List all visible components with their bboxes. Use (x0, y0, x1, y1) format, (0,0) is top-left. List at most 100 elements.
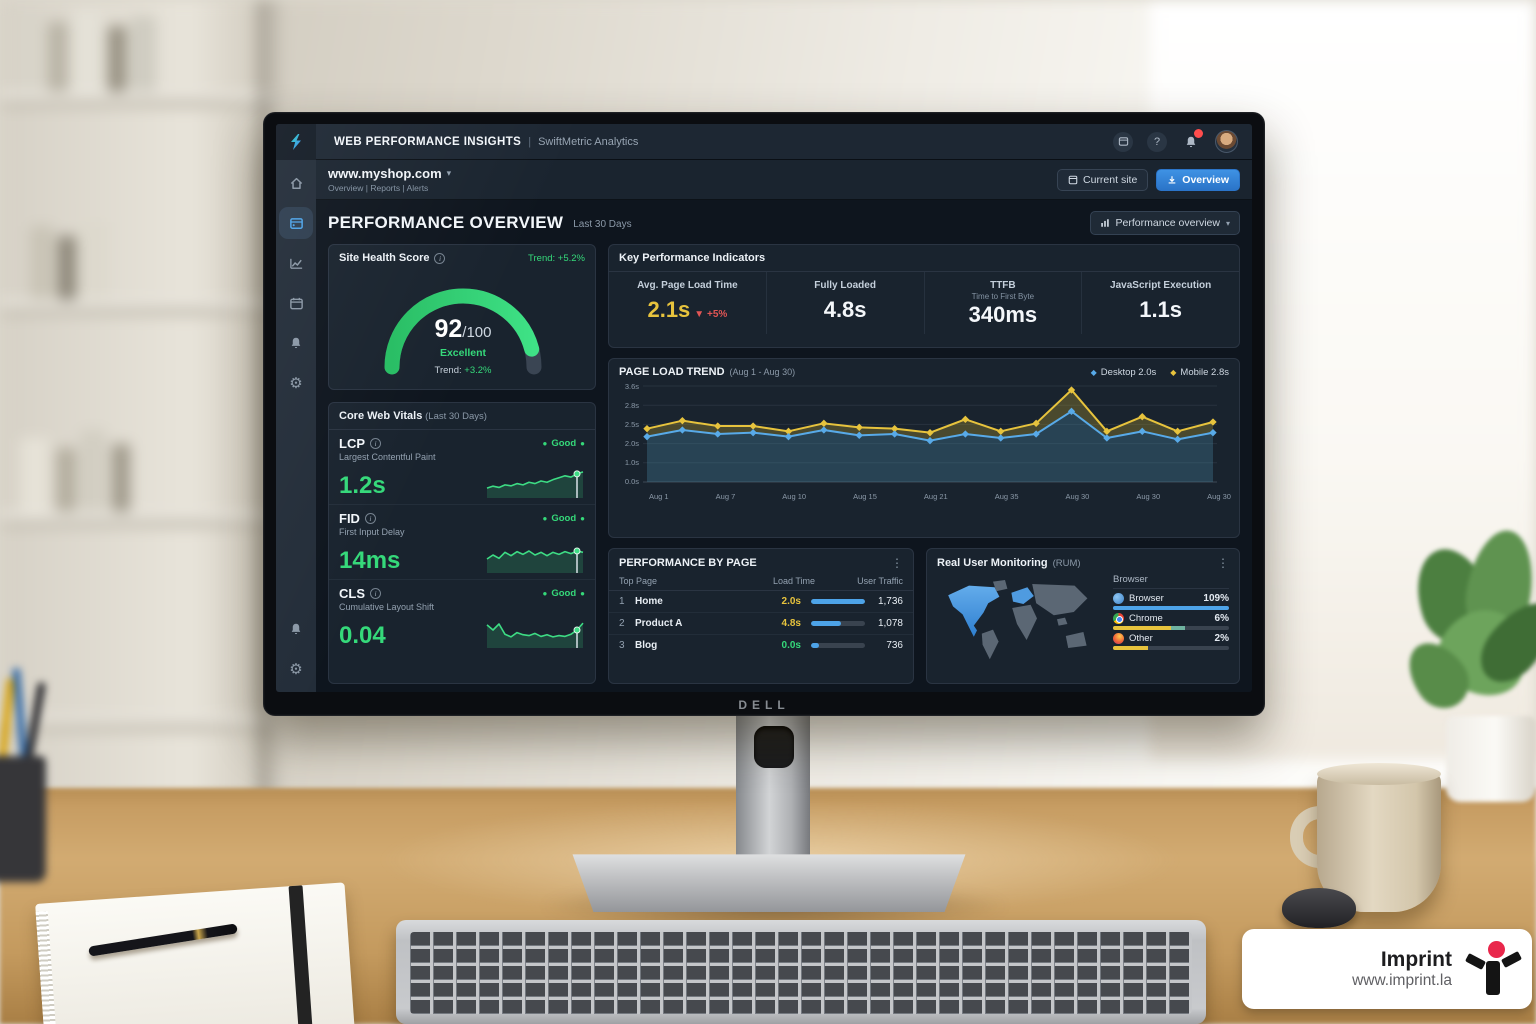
list-item[interactable]: Chrome 6% (1113, 613, 1229, 630)
notifications-icon[interactable] (1181, 128, 1203, 152)
help-icon[interactable]: ? (1147, 131, 1167, 152)
browser-column-label: Browser (1113, 574, 1229, 589)
table-row[interactable]: 1 Home 2.0s 1,736 (609, 591, 913, 613)
info-icon[interactable]: i (434, 252, 446, 264)
dell-logo: DELL (738, 698, 790, 712)
firefox-icon (1113, 633, 1124, 644)
list-item[interactable]: Browser 109% (1113, 593, 1229, 610)
browser-list: Browser Browser 109% Chrome 6% (1105, 574, 1229, 674)
view-select[interactable]: Performance overview ▾ (1089, 211, 1240, 235)
status-badge: Good (543, 438, 586, 449)
lcp-sparkline (486, 470, 584, 498)
real-user-monitoring-card: Real User Monitoring (RUM) ⋮ (926, 548, 1240, 684)
dashboard-content: PERFORMANCE OVERVIEW Last 30 Days Perfor… (316, 200, 1252, 692)
imprint-url: www.imprint.la (1352, 972, 1452, 990)
notification-badge (1194, 128, 1203, 138)
kpi-ttfb: TTFB Time to First Byte 340ms (925, 272, 1083, 334)
keyboard (396, 920, 1206, 1024)
list-item[interactable]: Other 2% (1113, 633, 1229, 650)
sidebar-item-alerts[interactable] (282, 616, 310, 642)
cwv-row-lcp: LCP i Good Largest Contentful Paint 1.2s (329, 430, 595, 505)
kebab-menu-icon[interactable]: ⋮ (1217, 556, 1229, 570)
storage-basket (52, 742, 148, 804)
info-icon[interactable]: i (370, 588, 381, 599)
kpi-delta: ▼ +5% (694, 309, 728, 320)
cable-hole (754, 726, 794, 768)
sidebar-item-analytics[interactable] (282, 250, 310, 276)
chevron-down-icon: ▾ (1225, 218, 1230, 228)
site-bar: www.myshop.com ▾ Overview | Reports | Al… (316, 160, 1252, 200)
usage-bar (1113, 646, 1229, 650)
world-map (948, 580, 1088, 660)
desktop-legend-marker: ◆ (1090, 367, 1097, 377)
health-rating: Excellent (439, 347, 487, 359)
health-gauge: 92/100 Excellent Trend: +3.2% (368, 271, 558, 389)
kebab-menu-icon[interactable]: ⋮ (891, 556, 903, 570)
sidebar-item-settings[interactable]: ⚙ (289, 373, 303, 392)
app-sidebar: ⚙ ⚙ (276, 160, 316, 692)
status-badge: Good (543, 588, 586, 599)
kpi-fully-loaded: Fully Loaded 4.8s (767, 272, 925, 334)
cls-sparkline (486, 622, 584, 648)
core-web-vitals-card: Core Web Vitals (Last 30 Days) LCP i Goo… (328, 402, 596, 684)
app-topbar: WEB PERFORMANCE INSIGHTS | SwiftMetric A… (276, 124, 1252, 160)
plant-pot (1446, 716, 1536, 802)
traffic-bar (811, 621, 865, 626)
bars-icon (1100, 219, 1109, 227)
notebook (35, 882, 355, 1024)
app-logo[interactable] (276, 124, 316, 160)
health-trend-bottom: +3.2% (464, 365, 492, 376)
sidebar-item-calendar[interactable] (282, 290, 310, 316)
cls-value: 0.04 (339, 622, 386, 650)
kpi-avg-load: Avg. Page Load Time 2.1s ▼ +5% (609, 272, 767, 334)
bookshelf (0, 0, 286, 900)
user-avatar[interactable] (1215, 130, 1238, 153)
mobile-legend-marker: ◆ (1170, 367, 1177, 377)
traffic-bar (811, 643, 865, 648)
sidebar-item-notifications[interactable] (282, 330, 310, 356)
table-row[interactable]: 3 Blog 0.0s 736 (619, 640, 903, 651)
page-title: PERFORMANCE OVERVIEW (328, 213, 564, 232)
usage-bar (1113, 606, 1229, 610)
cwv-row-fid: FID i Good First Input Delay 14ms (329, 505, 595, 580)
monitor-screen: WEB PERFORMANCE INSIGHTS | SwiftMetric A… (276, 124, 1252, 692)
info-icon[interactable]: i (364, 513, 376, 524)
computer-mouse (1282, 888, 1356, 928)
imprint-logo (1464, 941, 1523, 997)
download-icon (1168, 175, 1176, 183)
table-row[interactable]: 2 Product A 4.8s 1,078 (609, 613, 913, 635)
imprint-title: Imprint (1380, 948, 1452, 972)
site-icon (1068, 175, 1078, 184)
coffee-mug (1317, 772, 1441, 912)
kpi-js-execution: JavaScript Execution 1.1s (1110, 280, 1212, 322)
current-site-button[interactable]: Current site (1057, 168, 1149, 191)
lcp-value: 1.2s (339, 472, 386, 500)
app-title: WEB PERFORMANCE INSIGHTS (334, 135, 522, 148)
performance-by-page-card: PERFORMANCE BY PAGE ⋮ Top Page Load Time U… (608, 548, 914, 684)
fid-value: 14ms (339, 547, 401, 575)
sidebar-item-home[interactable] (282, 170, 310, 196)
site-health-card: Site Health Score i Trend: +5.2% 92/100 … (328, 244, 596, 390)
usage-bar (1113, 626, 1229, 630)
traffic-bar (811, 599, 865, 604)
chart-legend: ◆ Desktop 2.0s ◆ Mobile 2.8s (1090, 366, 1229, 378)
sidebar-item-dashboard[interactable] (282, 210, 310, 236)
app-window-icon[interactable] (1113, 131, 1133, 152)
imprint-badge: Imprint www.imprint.la (1242, 929, 1532, 1009)
main-area: www.myshop.com ▾ Overview | Reports | Al… (316, 160, 1252, 692)
site-nav-links[interactable]: Overview | Reports | Alerts (328, 183, 429, 193)
overview-button[interactable]: Overview (1156, 168, 1240, 191)
pencil-cup (0, 756, 46, 882)
site-selector[interactable]: www.myshop.com (328, 166, 442, 181)
trend-chart[interactable] (643, 382, 1217, 490)
sidebar-item-settings-bottom[interactable]: ⚙ (289, 659, 303, 678)
notebook-band (288, 885, 313, 1024)
info-icon[interactable]: i (370, 438, 381, 449)
page-load-trend-card: PAGE LOAD TREND (Aug 1 - Aug 30) ◆ Deskto… (608, 358, 1240, 538)
health-score: 92 (434, 315, 463, 343)
date-range-label: Last 30 Days (573, 219, 632, 230)
health-trend-top: Trend: +5.2% (528, 252, 585, 264)
monitor-base (572, 854, 966, 912)
x-axis-labels: Aug 1 Aug 7 Aug 10 Aug 15 Aug 21 Aug 35 Aug… (649, 492, 1231, 501)
